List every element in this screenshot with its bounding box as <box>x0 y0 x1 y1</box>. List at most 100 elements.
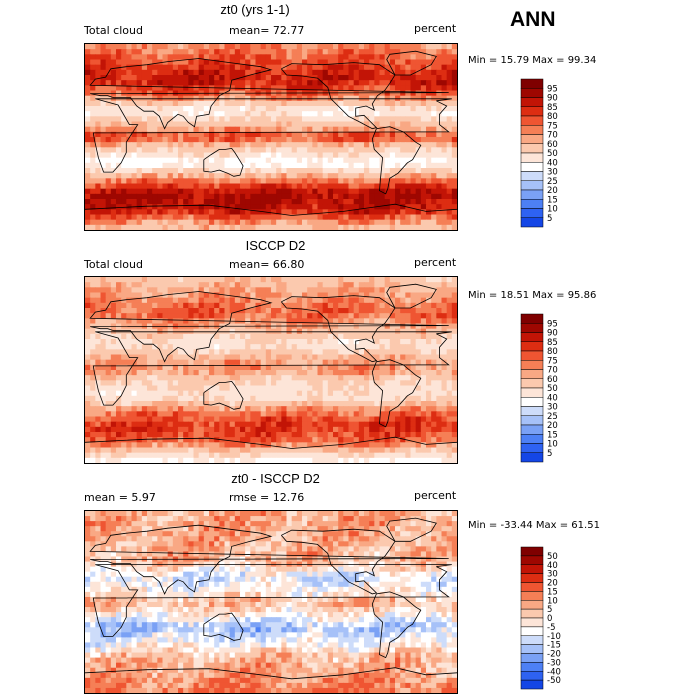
field-cell <box>343 85 350 92</box>
field-cell <box>420 69 427 76</box>
field-cell <box>410 106 417 112</box>
field-cell <box>291 116 298 123</box>
field-cell <box>338 75 344 81</box>
field-cell <box>302 344 308 350</box>
field-cell <box>141 214 148 221</box>
field-cell <box>441 354 448 361</box>
field-cell <box>209 54 215 61</box>
field-cell <box>219 178 226 185</box>
field-cell <box>322 437 329 443</box>
field-cell <box>322 390 329 397</box>
field-cell <box>240 344 246 350</box>
field-cell <box>121 100 127 107</box>
field-cell <box>141 375 148 381</box>
field-cell <box>312 380 319 387</box>
field-cell <box>152 344 158 350</box>
field-cell <box>322 344 329 350</box>
field-cell <box>193 204 200 210</box>
field-cell <box>327 344 334 350</box>
field-cell <box>245 390 251 397</box>
field-cell <box>338 395 344 402</box>
field-cell <box>353 297 360 304</box>
field-cell <box>240 406 246 412</box>
field-cell <box>436 318 443 325</box>
field-cell <box>172 100 179 107</box>
field-cell <box>374 116 381 123</box>
field-cell <box>286 64 293 71</box>
field-cell <box>374 131 381 138</box>
field-cell <box>265 44 272 50</box>
field-cell <box>271 224 277 230</box>
field-cell <box>441 168 448 174</box>
field-cell <box>234 183 241 190</box>
field-cell <box>286 344 293 350</box>
field-cell <box>255 162 262 169</box>
field-cell <box>369 308 375 314</box>
field-cell <box>152 370 158 376</box>
field-cell <box>162 406 169 412</box>
field-cell <box>291 349 298 356</box>
field-cell <box>157 178 164 185</box>
field-cell <box>271 390 277 397</box>
field-cell <box>395 395 401 402</box>
field-cell <box>100 54 107 61</box>
field-cell <box>389 75 396 81</box>
field-cell <box>90 173 96 179</box>
field-cell <box>131 406 138 412</box>
field-cell <box>291 292 298 299</box>
field-cell <box>110 411 117 418</box>
field-cell <box>203 292 210 299</box>
field-cell <box>317 406 324 412</box>
field-cell <box>152 411 158 418</box>
field-cell <box>426 54 432 61</box>
field-cell <box>240 204 246 210</box>
field-cell <box>451 142 457 148</box>
field-cell <box>333 224 339 230</box>
field-cell <box>147 277 153 283</box>
field-cell <box>338 437 344 443</box>
field-cell <box>271 162 277 169</box>
field-cell <box>219 131 226 138</box>
field-cell <box>338 302 344 309</box>
field-cell <box>276 313 282 319</box>
field-cell <box>343 380 350 387</box>
field-cell <box>203 131 210 138</box>
field-cell <box>271 121 277 128</box>
field-cell <box>219 219 226 226</box>
field-cell <box>141 395 148 402</box>
field-cell <box>85 178 91 185</box>
field-cell <box>172 406 179 412</box>
field-cell <box>219 411 226 418</box>
field-cell <box>291 277 298 283</box>
field-cell <box>426 339 432 345</box>
field-cell <box>193 292 200 299</box>
field-cell <box>436 308 443 314</box>
field-cell <box>312 344 319 350</box>
field-cell <box>193 380 200 387</box>
field-cell <box>229 354 236 361</box>
field-cell <box>110 364 117 371</box>
field-cell <box>441 344 448 350</box>
field-cell <box>126 302 133 309</box>
field-cell <box>333 302 339 309</box>
field-cell <box>302 292 308 299</box>
field-cell <box>276 364 282 371</box>
field-cell <box>152 178 158 185</box>
field-cell <box>245 359 251 366</box>
field-cell <box>333 75 339 81</box>
field-cell <box>358 395 365 402</box>
field-cell <box>126 54 133 61</box>
field-cell <box>441 188 448 195</box>
field-cell <box>302 193 308 200</box>
field-cell <box>426 375 432 381</box>
field-cell <box>420 292 427 299</box>
field-cell <box>307 380 313 387</box>
field-cell <box>209 75 215 81</box>
field-cell <box>255 178 262 185</box>
field-cell <box>451 395 457 402</box>
field-cell <box>255 287 262 294</box>
field-cell <box>198 437 205 443</box>
field-cell <box>234 178 241 185</box>
field-cell <box>389 416 396 423</box>
field-cell <box>198 131 205 138</box>
